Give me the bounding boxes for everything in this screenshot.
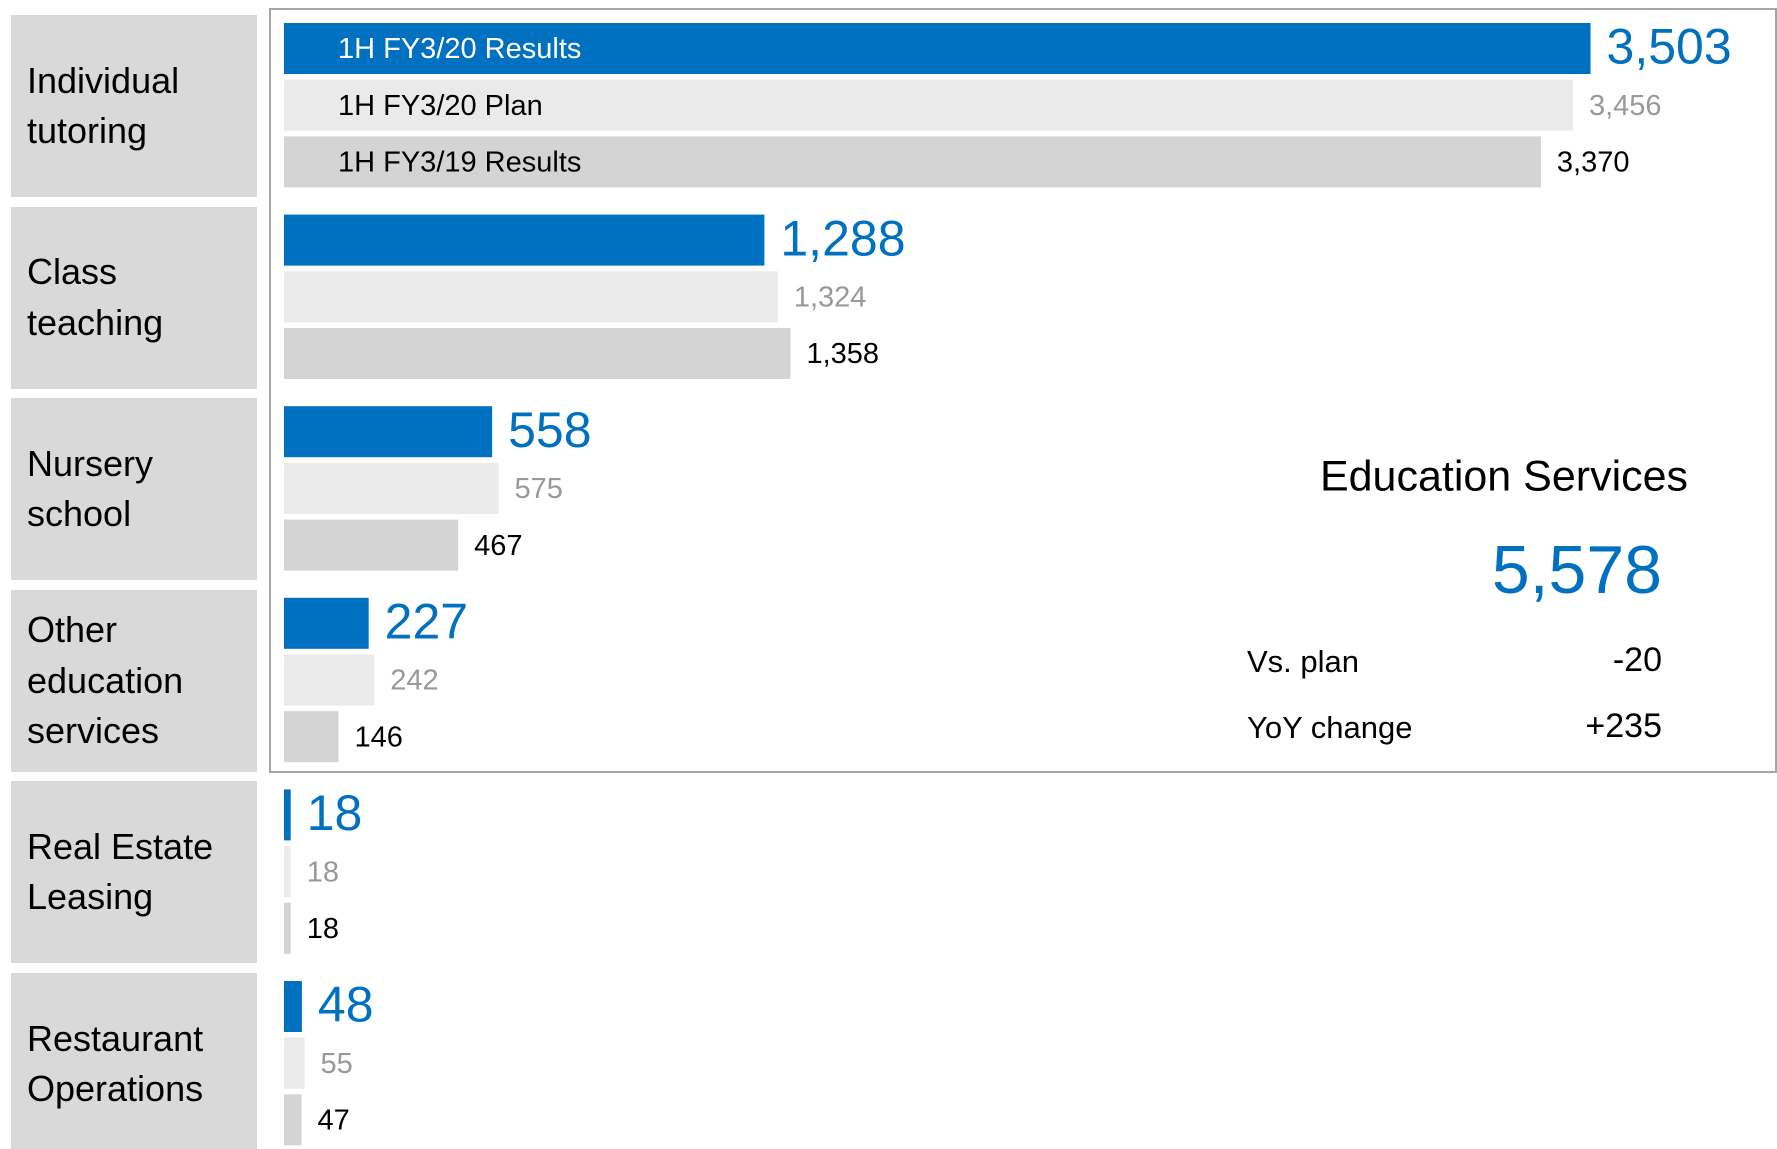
bar xyxy=(284,136,1541,188)
bar xyxy=(284,654,375,706)
bar xyxy=(284,79,1573,131)
value-label: 3,456 xyxy=(1589,90,1662,122)
value-label: 47 xyxy=(318,1105,350,1137)
value-label: 242 xyxy=(390,665,438,697)
value-label: 467 xyxy=(474,530,522,562)
summary-title: Education Services xyxy=(1320,452,1688,500)
bar xyxy=(284,328,791,379)
group-frame xyxy=(269,8,1777,773)
value-label: 1,288 xyxy=(780,210,905,266)
legend-label: 1H FY3/20 Plan xyxy=(338,90,543,122)
value-label: 227 xyxy=(385,594,468,650)
bar xyxy=(284,23,1591,74)
summary-row-value: -20 xyxy=(1613,641,1662,679)
category-label: Restaurant Operations xyxy=(11,973,257,1149)
value-label: 18 xyxy=(307,785,363,841)
bar xyxy=(284,711,339,763)
bar xyxy=(284,406,493,458)
category-label: Class teaching xyxy=(11,206,257,389)
bar xyxy=(284,1037,305,1089)
value-label: 48 xyxy=(318,977,374,1033)
bar xyxy=(284,1094,302,1146)
bar xyxy=(284,519,459,571)
bar xyxy=(284,271,778,323)
category-label: Nursery school xyxy=(11,398,257,581)
bar xyxy=(284,902,291,954)
legend-label: 1H FY3/20 Results xyxy=(338,33,581,65)
category-label: Individual tutoring xyxy=(11,15,257,197)
value-label: 1,358 xyxy=(806,338,879,370)
value-label: 55 xyxy=(321,1048,353,1080)
bar xyxy=(284,214,765,266)
value-label: 18 xyxy=(307,913,339,945)
summary-total: 5,578 xyxy=(1492,532,1662,608)
value-label: 18 xyxy=(307,856,339,888)
value-label: 575 xyxy=(514,473,562,505)
legend-label: 1H FY3/19 Results xyxy=(338,147,581,179)
category-label: Real Estate Leasing xyxy=(11,781,257,964)
summary-row-label: Vs. plan xyxy=(1247,644,1359,679)
value-label: 3,370 xyxy=(1557,147,1630,179)
category-label: Other education services xyxy=(11,589,257,772)
value-label: 558 xyxy=(508,402,591,458)
value-label: 3,503 xyxy=(1607,19,1732,75)
value-label: 146 xyxy=(354,721,402,753)
summary-row-value: +235 xyxy=(1585,707,1662,745)
bar xyxy=(284,597,369,649)
bar xyxy=(284,981,302,1032)
value-label: 1,324 xyxy=(794,281,867,313)
bar xyxy=(284,462,499,514)
bar xyxy=(284,789,291,841)
bar xyxy=(284,846,291,898)
summary-row-label: YoY change xyxy=(1247,710,1413,745)
